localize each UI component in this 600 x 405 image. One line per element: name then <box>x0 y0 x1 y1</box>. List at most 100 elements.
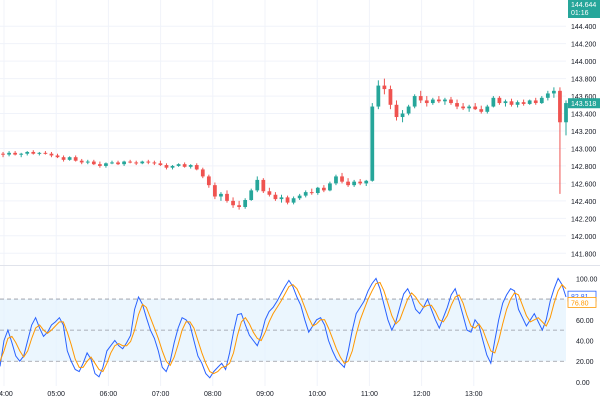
candle-body[interactable] <box>461 106 465 109</box>
time-axis[interactable]: 04:00 05:00 06:00 07:00 08:00 09:00 10:00 11:00… <box>0 391 483 398</box>
candle-body[interactable] <box>370 106 375 181</box>
candle-body[interactable] <box>134 162 139 164</box>
candle-body[interactable] <box>67 157 72 160</box>
candle-body[interactable] <box>424 100 429 104</box>
candle-body[interactable] <box>430 99 435 104</box>
candle-body[interactable] <box>539 97 544 104</box>
candle-body[interactable] <box>55 155 60 158</box>
candle-body[interactable] <box>352 181 357 186</box>
candle-body[interactable] <box>394 104 399 118</box>
candle-body[interactable] <box>340 176 344 182</box>
candle-body[interactable] <box>98 164 102 166</box>
candle-body[interactable] <box>437 99 441 102</box>
candle-body[interactable] <box>219 193 223 197</box>
candle-body[interactable] <box>146 161 151 163</box>
candle-body[interactable] <box>122 161 126 165</box>
candle-body[interactable] <box>85 161 90 163</box>
candle-body[interactable] <box>225 193 229 201</box>
candle-body[interactable] <box>406 106 411 114</box>
candle-body[interactable] <box>91 161 96 165</box>
candle-body[interactable] <box>497 97 502 104</box>
candle-body[interactable] <box>249 190 254 200</box>
candle-body[interactable] <box>473 106 478 110</box>
candle-body[interactable] <box>231 200 235 206</box>
candle-body[interactable] <box>140 161 145 164</box>
candle-body[interactable] <box>152 162 157 164</box>
candle-body[interactable] <box>334 176 338 184</box>
candle-body[interactable] <box>558 90 562 123</box>
candle-body[interactable] <box>164 165 169 168</box>
candle-body[interactable] <box>346 181 350 186</box>
candle-body[interactable] <box>61 157 66 160</box>
price-axis[interactable]: 141.800 142.000 142.200 142.400 142.600 142.8… <box>571 24 598 387</box>
candle-body[interactable] <box>158 163 163 166</box>
candle-body[interactable] <box>104 163 108 166</box>
candle-body[interactable] <box>418 96 423 101</box>
candle-body[interactable] <box>545 93 550 98</box>
candle-body[interactable] <box>194 165 199 170</box>
candle-body[interactable] <box>73 157 78 161</box>
price-pane[interactable] <box>1 78 568 210</box>
candle-body[interactable] <box>128 161 133 163</box>
candle-body[interactable] <box>485 106 490 112</box>
candle-body[interactable] <box>170 165 175 168</box>
candle-body[interactable] <box>467 106 472 109</box>
candle-body[interactable] <box>309 192 314 194</box>
candle-body[interactable] <box>321 187 326 191</box>
candle-body[interactable] <box>443 99 447 102</box>
candle-body[interactable] <box>261 179 266 192</box>
candle-body[interactable] <box>449 99 453 104</box>
candle-body[interactable] <box>116 162 120 165</box>
candle-body[interactable] <box>213 185 217 197</box>
candle-body[interactable] <box>297 195 302 199</box>
candle-body[interactable] <box>400 113 405 118</box>
candle-body[interactable] <box>509 101 514 105</box>
candle-body[interactable] <box>328 183 332 191</box>
candle-body[interactable] <box>382 85 387 90</box>
candle-body[interactable] <box>279 197 284 200</box>
candle-body[interactable] <box>31 151 36 154</box>
candle-body[interactable] <box>37 152 42 154</box>
candle-body[interactable] <box>19 153 24 155</box>
candle-body[interactable] <box>176 164 181 166</box>
candle-body[interactable] <box>273 194 278 200</box>
candle-body[interactable] <box>110 162 114 164</box>
candle-body[interactable] <box>455 103 459 107</box>
candle-body[interactable] <box>1 153 5 155</box>
candle-body[interactable] <box>267 191 272 195</box>
candle-body[interactable] <box>358 181 363 184</box>
candle-body[interactable] <box>255 179 260 191</box>
candle-body[interactable] <box>533 100 538 104</box>
candle-body[interactable] <box>521 102 526 104</box>
candle-body[interactable] <box>206 176 211 186</box>
candle-body[interactable] <box>527 100 532 104</box>
candle-body[interactable] <box>25 151 30 154</box>
candle-body[interactable] <box>564 103 568 123</box>
candle-body[interactable] <box>479 109 484 112</box>
candle-body[interactable] <box>182 164 187 167</box>
candle-body[interactable] <box>315 187 320 194</box>
candle-body[interactable] <box>49 153 54 156</box>
candle-body[interactable] <box>303 192 308 196</box>
candle-body[interactable] <box>243 199 248 207</box>
candle-body[interactable] <box>412 96 417 107</box>
candle-body[interactable] <box>13 152 18 155</box>
oscillator-pane[interactable] <box>0 277 567 379</box>
candle-body[interactable] <box>285 197 290 203</box>
candle-body[interactable] <box>43 152 48 154</box>
candle-body[interactable] <box>79 160 84 163</box>
candle-body[interactable] <box>291 198 296 203</box>
candle-body[interactable] <box>200 169 205 177</box>
candle-body[interactable] <box>491 97 496 107</box>
candle-body[interactable] <box>376 85 381 107</box>
candle-body[interactable] <box>188 165 193 167</box>
candle-body[interactable] <box>364 180 369 184</box>
candle-body[interactable] <box>388 89 393 105</box>
candle-body[interactable] <box>503 101 508 104</box>
candle-body[interactable] <box>515 102 520 105</box>
candle-body[interactable] <box>7 152 11 155</box>
candle-body[interactable] <box>552 90 556 94</box>
candle-body[interactable] <box>237 205 241 207</box>
